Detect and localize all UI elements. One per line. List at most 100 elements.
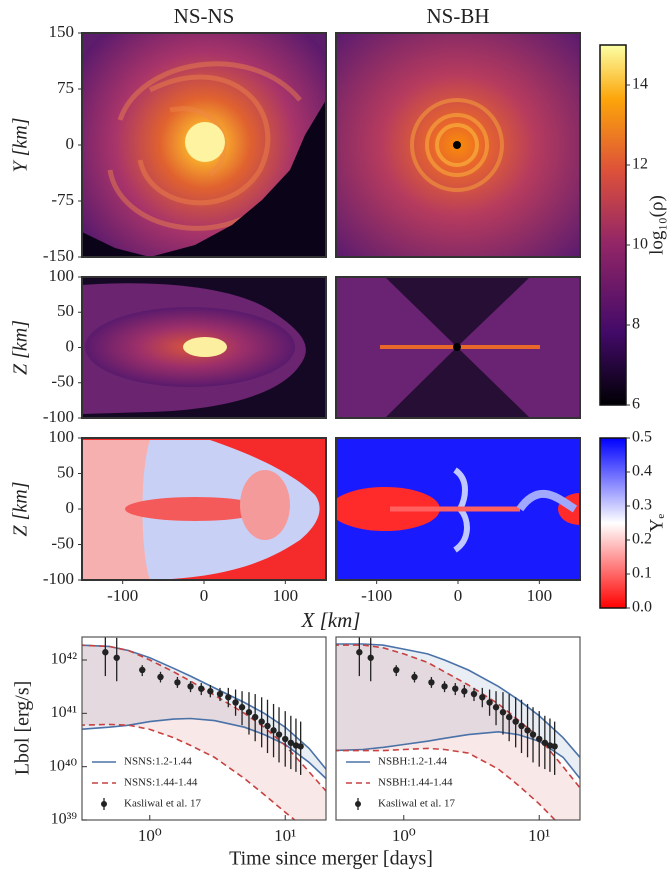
colorbar-tick-label: 0.4 <box>632 463 652 480</box>
panel-frame <box>81 636 327 821</box>
data-point <box>461 688 468 695</box>
data-point <box>367 654 374 661</box>
density-arm <box>117 61 302 121</box>
plot-area <box>82 33 326 257</box>
panel-title: NS-NS <box>174 4 235 28</box>
data-point <box>541 739 549 747</box>
data-point <box>492 704 500 711</box>
data-point <box>411 673 418 681</box>
data-point <box>287 739 295 747</box>
legend-label: NSNS:1.2-1.44 <box>124 756 192 768</box>
data-point <box>393 666 400 674</box>
data-point <box>264 722 271 730</box>
data-point <box>536 735 543 743</box>
data-point <box>551 743 558 750</box>
x-tick-label: 100 <box>273 586 299 605</box>
model-band <box>82 645 326 820</box>
density-ring <box>410 98 504 192</box>
panel-frame <box>335 32 581 258</box>
plot-area <box>82 637 326 820</box>
y-tick-label: 0 <box>66 498 75 517</box>
data-point <box>270 727 277 734</box>
vacuum-region <box>82 232 150 257</box>
x-axis-label: X [km] <box>301 608 361 632</box>
y-tick-label: -75 <box>51 190 74 209</box>
model-upper-line <box>336 643 580 758</box>
y-tick-label: -150 <box>43 246 74 265</box>
y-tick-label: -50 <box>51 533 74 552</box>
y-axis-label: Y [km] <box>10 117 32 172</box>
data-point <box>198 685 205 692</box>
colorbar <box>599 437 627 609</box>
x-tick-label: -100 <box>361 586 392 605</box>
data-point <box>238 704 246 711</box>
model-lower-line <box>336 747 557 820</box>
data-point <box>499 709 507 716</box>
colorbar-tick-label: 0.5 <box>632 429 652 446</box>
ye-region <box>240 470 290 540</box>
plot-area <box>82 277 326 418</box>
data-point <box>518 722 525 730</box>
x-tick-label: 0 <box>454 586 463 605</box>
panel-frame <box>335 276 581 419</box>
model-band <box>82 645 326 779</box>
model-upper-line <box>82 644 326 770</box>
y-tick-label: 0 <box>66 336 75 355</box>
data-point <box>139 666 146 674</box>
colorbar-tick-label: 0.2 <box>632 531 652 548</box>
colorbar-tick-label: 10 <box>632 236 648 253</box>
x-tick-label: 10⁰ <box>392 826 416 845</box>
x-tick-label: 0 <box>200 586 209 605</box>
data-point <box>282 735 289 743</box>
black-hole <box>453 141 461 149</box>
data-point <box>113 654 120 661</box>
model-upper-line <box>336 644 580 789</box>
data-point <box>225 694 232 701</box>
y-tick-label: 10⁴⁰ <box>49 757 77 774</box>
plot-area <box>82 438 326 580</box>
legend-label: Kasliwal et al. 17 <box>378 798 455 810</box>
y-tick-label: 100 <box>49 427 75 446</box>
data-point <box>157 673 164 681</box>
ye-region <box>336 487 440 531</box>
x-tick-label: 10¹ <box>274 826 296 845</box>
data-point <box>524 727 531 734</box>
data-point <box>505 713 513 721</box>
plot-area <box>336 33 580 257</box>
plot-area <box>336 637 580 820</box>
y-axis-label: Z [km] <box>10 481 32 536</box>
density-ring <box>425 113 489 177</box>
colorbar-tick-label: 0.0 <box>632 599 652 616</box>
density-core <box>185 122 225 162</box>
colorbar-tick-label: 14 <box>632 76 648 93</box>
panel-title: NS-BH <box>426 4 489 28</box>
y-tick-label: 50 <box>57 301 74 320</box>
ye-region <box>125 497 265 521</box>
y-axis-label: Lbol [erg/s] <box>12 681 34 776</box>
y-tick-label: 100 <box>49 266 75 285</box>
data-point <box>428 679 435 686</box>
density-core <box>183 337 227 357</box>
colorbar-tick-label: 0.1 <box>632 565 652 582</box>
data-point <box>512 718 519 725</box>
colorbar <box>599 44 627 406</box>
data-point <box>441 683 448 690</box>
data-point <box>258 718 265 725</box>
legend-swatch <box>101 801 107 807</box>
data-point <box>529 731 537 738</box>
data-point <box>174 679 181 686</box>
y-axis-label: Z [km] <box>10 320 32 375</box>
y-tick-label: -100 <box>43 569 74 588</box>
y-tick-label: 50 <box>57 462 74 481</box>
y-tick-label: 10⁴² <box>51 651 78 668</box>
y-tick-label: 75 <box>57 78 74 97</box>
data-point <box>297 743 304 750</box>
legend-label: Kasliwal et al. 17 <box>124 798 201 810</box>
model-lower-line <box>82 717 326 780</box>
density-ring <box>435 123 479 167</box>
y-tick-label: 0 <box>66 134 75 153</box>
legend-swatch <box>355 801 361 807</box>
legend-label: NSNS:1.44-1.44 <box>124 777 198 789</box>
plot-area <box>336 277 580 418</box>
plot-area <box>336 438 580 580</box>
